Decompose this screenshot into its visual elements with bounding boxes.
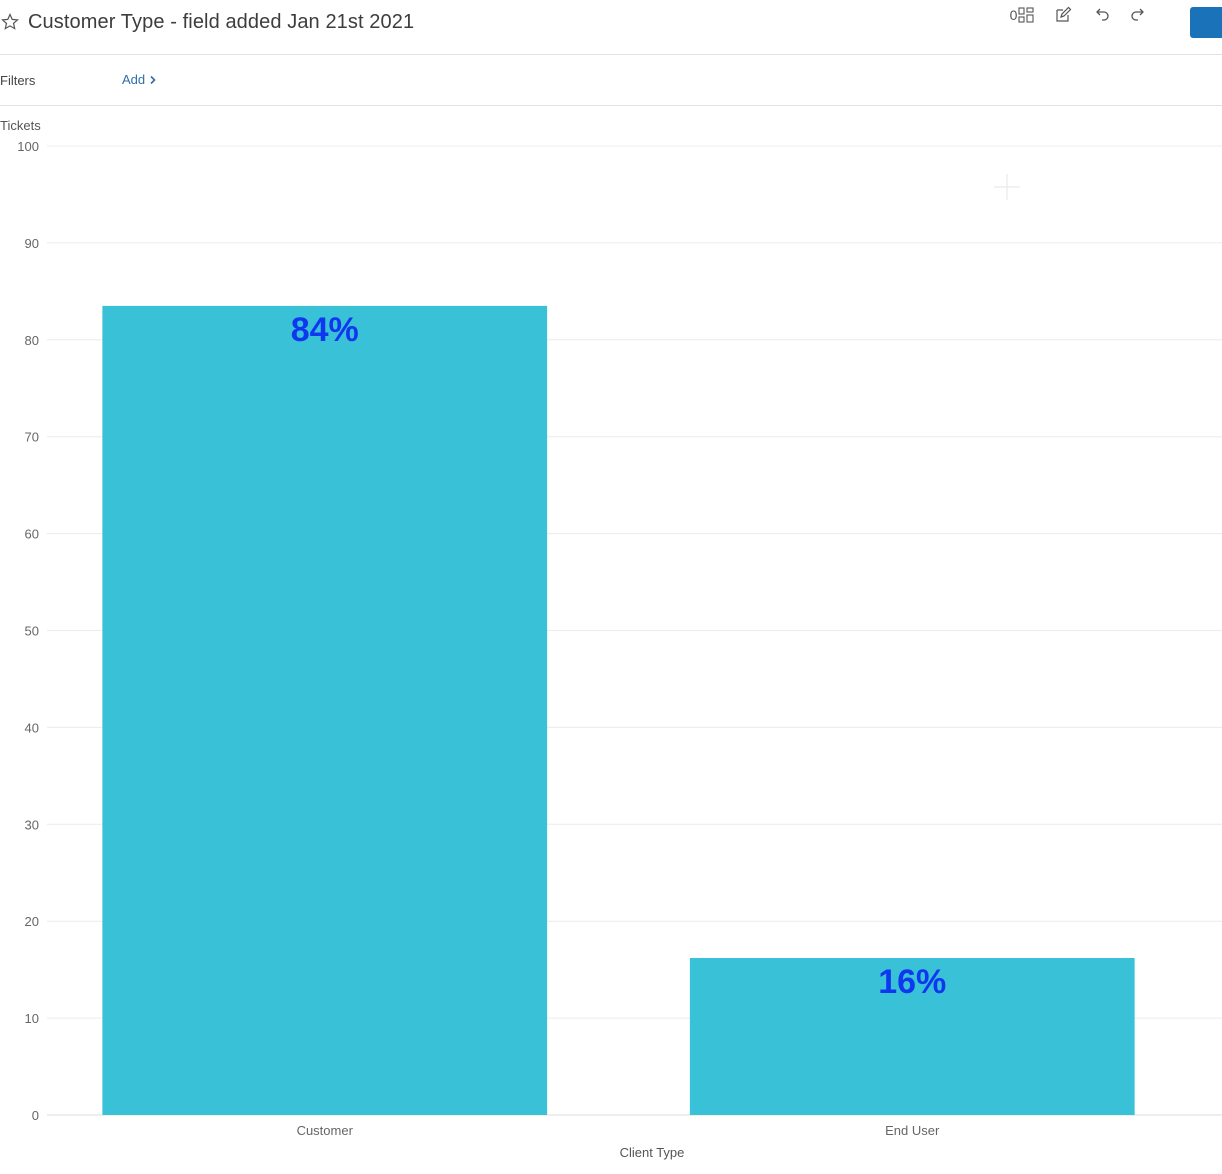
filters-bar: Filters Add: [0, 56, 1222, 106]
bar-chart: 0 10 20 30 40 50 60 70 80 90 100 84% Customer 16% End…: [0, 118, 1222, 1160]
y-tick-label: 60: [25, 527, 39, 542]
filters-label: Filters: [0, 73, 36, 88]
grid-icon: [1018, 7, 1034, 23]
widgets-button[interactable]: 0: [1007, 2, 1037, 28]
redo-icon: [1131, 8, 1144, 21]
y-tick-label: 40: [25, 720, 39, 735]
redo-button[interactable]: [1125, 2, 1151, 28]
y-tick-label: 0: [32, 1108, 39, 1123]
chevron-right-icon: [150, 75, 156, 84]
add-filter-link[interactable]: Add: [122, 72, 157, 87]
undo-icon: [1096, 8, 1109, 21]
y-tick-label: 80: [25, 333, 39, 348]
y-tick-label: 100: [17, 139, 39, 154]
x-tick-label: End User: [885, 1123, 940, 1138]
save-button[interactable]: [1190, 7, 1222, 38]
y-tick-label: 50: [25, 624, 39, 639]
undo-button[interactable]: [1089, 2, 1115, 28]
y-tick-label: 20: [25, 914, 39, 929]
y-tick-label: 70: [25, 430, 39, 445]
x-axis-title: Client Type: [620, 1145, 685, 1160]
y-axis-title: Tickets: [0, 118, 41, 133]
edit-button[interactable]: [1050, 2, 1076, 28]
y-tick-label: 10: [25, 1011, 39, 1026]
crosshair-icon: [994, 174, 1020, 200]
bar-end-user[interactable]: [689, 958, 1135, 1115]
edit-icon: [1056, 6, 1072, 22]
header-bar: Customer Type - field added Jan 21st 202…: [0, 0, 1222, 55]
y-tick-label: 90: [25, 236, 39, 251]
data-label: 84%: [291, 311, 359, 349]
x-tick-label: Customer: [297, 1123, 354, 1138]
add-filter-label: Add: [122, 72, 146, 87]
bar-customer[interactable]: [102, 305, 548, 1115]
page-title: Customer Type - field added Jan 21st 202…: [28, 11, 415, 33]
widget-count: 0: [1009, 7, 1018, 23]
star-icon[interactable]: [0, 12, 20, 32]
data-label: 16%: [878, 963, 946, 1001]
y-tick-label: 30: [25, 817, 39, 832]
